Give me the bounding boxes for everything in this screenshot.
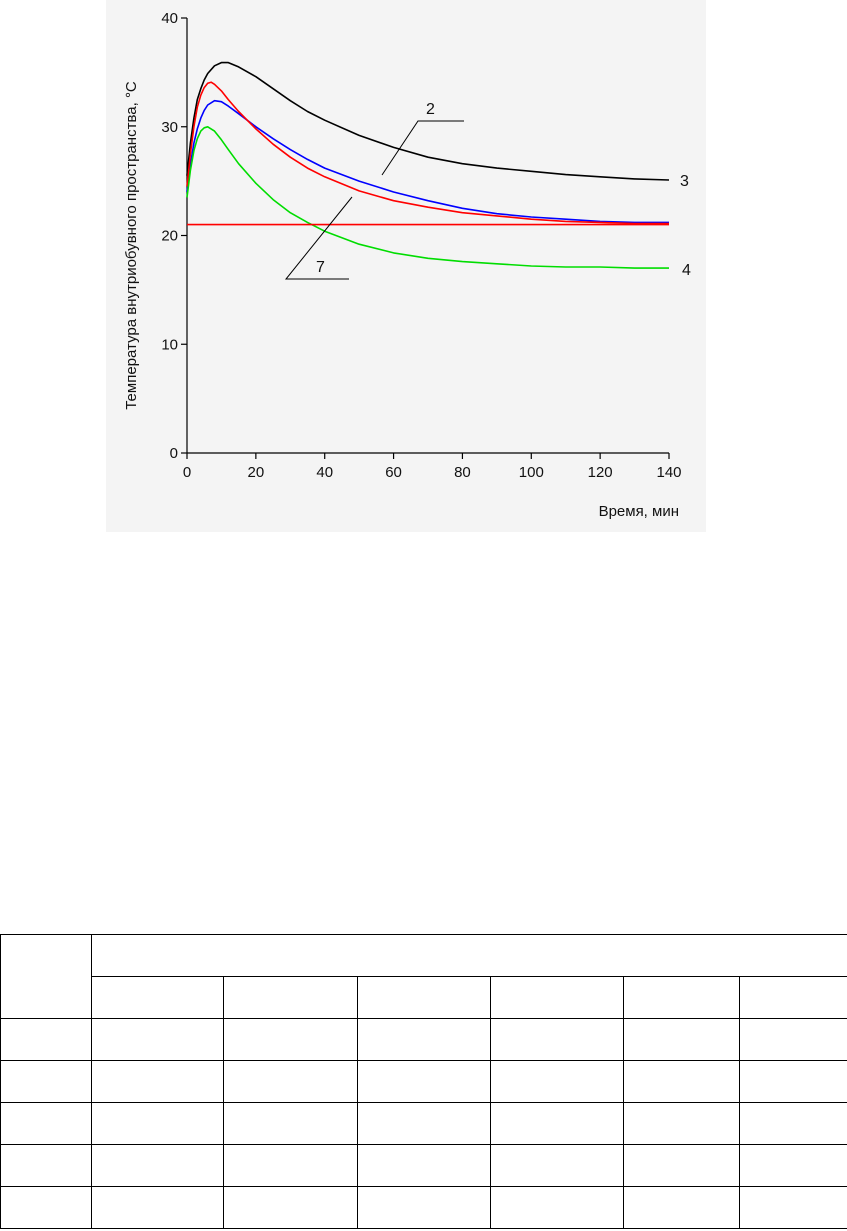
- table-cell: [623, 1060, 740, 1103]
- table-subheader-cell: [357, 976, 491, 1019]
- y-tick-label: 0: [170, 445, 178, 462]
- table-cell: [0, 1060, 92, 1103]
- table-cell: [223, 1186, 358, 1229]
- table-group-header-cell: [90, 934, 847, 977]
- x-axis-label: Время, мин: [599, 503, 679, 520]
- table-subheader-cell: [738, 976, 847, 1019]
- table-cell: [0, 1018, 92, 1061]
- series-line-3: [186, 61, 670, 181]
- table-cell: [0, 1102, 92, 1145]
- curve-label-3: 3: [680, 173, 689, 190]
- x-tick-label: 40: [316, 464, 333, 481]
- table-cell: [0, 1186, 92, 1229]
- table-cell: [738, 1186, 847, 1229]
- series-line-4: [186, 126, 669, 269]
- y-tick-label: 40: [161, 10, 178, 27]
- table-corner-cell: [0, 934, 92, 1019]
- table-cell: [223, 1144, 358, 1187]
- table-cell: [623, 1144, 740, 1187]
- table-row: [0, 1102, 847, 1145]
- table-cell: [91, 1060, 224, 1103]
- table-cell: [623, 1186, 740, 1229]
- x-tick-label: 140: [656, 464, 681, 481]
- table-cell: [223, 1102, 358, 1145]
- table-cell: [357, 1144, 491, 1187]
- table-cell: [357, 1060, 491, 1103]
- table-cell: [490, 1144, 624, 1187]
- table-row: [0, 1060, 847, 1103]
- x-tick-label: 80: [454, 464, 471, 481]
- x-tick-label: 120: [588, 464, 613, 481]
- table-subheader-cell: [223, 976, 358, 1019]
- table-subheader-row: [1, 976, 847, 1019]
- x-tick-label: 60: [385, 464, 402, 481]
- x-tick-label: 100: [519, 464, 544, 481]
- table-subheader-cell: [623, 976, 740, 1019]
- data-table: [0, 934, 847, 1229]
- table-cell: [738, 1144, 847, 1187]
- table-cell: [91, 1102, 224, 1145]
- table-cell: [223, 1018, 358, 1061]
- table-cell: [738, 1102, 847, 1145]
- table-cell: [91, 1018, 224, 1061]
- table-cell: [490, 1186, 624, 1229]
- table-cell: [223, 1060, 358, 1103]
- chart-background: [106, 0, 706, 532]
- x-tick-label: 20: [248, 464, 265, 481]
- temperature-chart: 0 10 20 30 40 0 20 40 60 80 100 120 140 Время, мин Тем…: [123, 10, 691, 520]
- y-tick-label: 20: [161, 228, 178, 245]
- series-line-unlabeled: [186, 81, 669, 225]
- table-cell: [490, 1060, 624, 1103]
- table-row: [0, 1186, 847, 1229]
- table-cell: [490, 1102, 624, 1145]
- table-cell: [738, 1060, 847, 1103]
- table-row: [0, 1018, 847, 1061]
- y-axis-label: Температура внутриобувного пространства,…: [123, 81, 140, 410]
- table-cell: [738, 1018, 847, 1061]
- table-subheader-cell: [490, 976, 624, 1019]
- callout-leader-7: [284, 196, 353, 280]
- table-header-row: [0, 934, 847, 1019]
- table-subheader-cell: [91, 976, 224, 1019]
- table-cell: [0, 1144, 92, 1187]
- table-cell: [357, 1018, 491, 1061]
- y-tick-label: 10: [161, 336, 178, 353]
- table-cell: [91, 1144, 224, 1187]
- curve-label-2: 2: [426, 101, 435, 118]
- table-cell: [490, 1018, 624, 1061]
- table-row: [0, 1144, 847, 1187]
- y-tick-label: 30: [161, 119, 178, 136]
- table-cell: [357, 1186, 491, 1229]
- callout-leader-2: [381, 120, 464, 176]
- table-cell: [91, 1186, 224, 1229]
- curve-label-7: 7: [316, 259, 325, 276]
- table-cell: [623, 1102, 740, 1145]
- table-cell: [623, 1018, 740, 1061]
- curve-label-4: 4: [682, 262, 691, 279]
- series-line-2: [186, 99, 669, 224]
- x-tick-label: 0: [183, 464, 191, 481]
- table-cell: [357, 1102, 491, 1145]
